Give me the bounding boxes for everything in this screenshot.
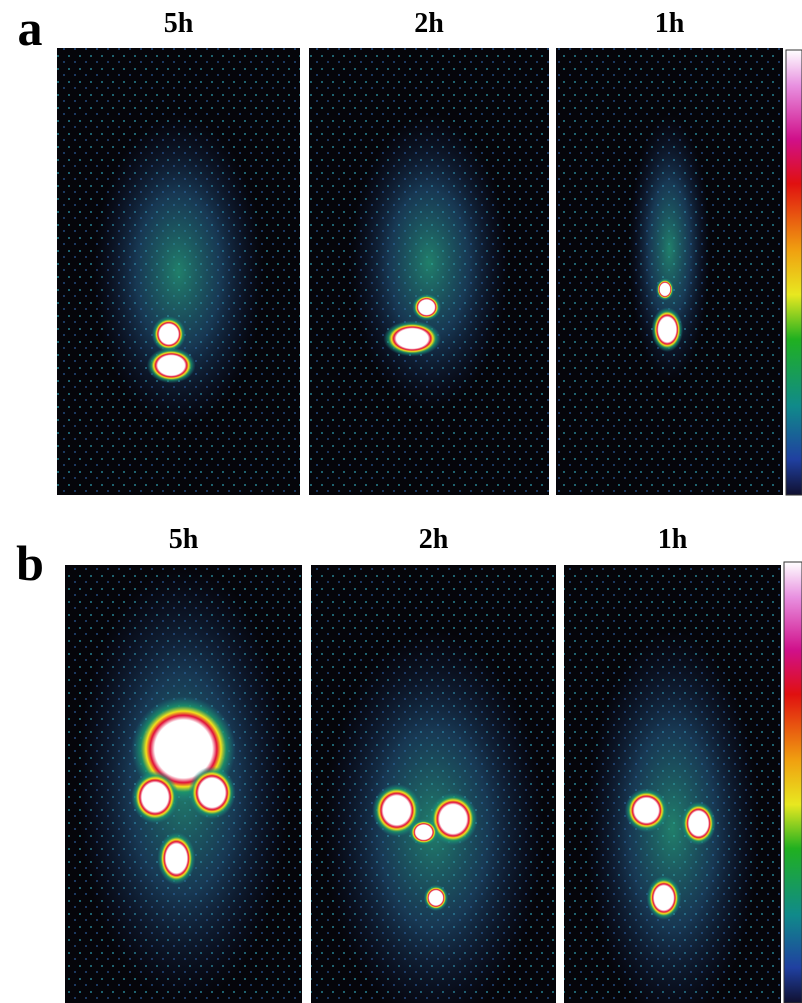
color-bar <box>786 50 802 495</box>
body-glow <box>350 115 508 410</box>
image-title: 1h <box>658 524 688 555</box>
image-title: 5h <box>164 8 194 39</box>
image-title: 2h <box>419 524 449 555</box>
hot-spot <box>383 321 441 357</box>
hot-spot <box>681 802 716 846</box>
hot-spot <box>147 347 196 383</box>
figure: a 5h 2h 1h b 5h 2h 1h <box>0 0 802 1003</box>
image-title: 2h <box>414 8 444 39</box>
color-bar <box>784 562 802 1003</box>
hot-spot <box>625 788 668 832</box>
image-title: 5h <box>169 524 199 555</box>
hot-spot <box>131 771 178 824</box>
hot-spot <box>409 819 438 845</box>
panel-label: b <box>16 535 44 591</box>
hot-spot <box>188 766 235 819</box>
panel-label: a <box>18 0 43 56</box>
image-title: 1h <box>655 8 685 39</box>
hot-spot <box>646 876 681 920</box>
hot-spot <box>656 278 674 300</box>
hot-spot <box>152 316 186 352</box>
hot-spot <box>424 885 449 911</box>
hot-spot <box>651 307 683 352</box>
hot-spot <box>157 832 195 885</box>
hot-spot <box>412 294 441 321</box>
